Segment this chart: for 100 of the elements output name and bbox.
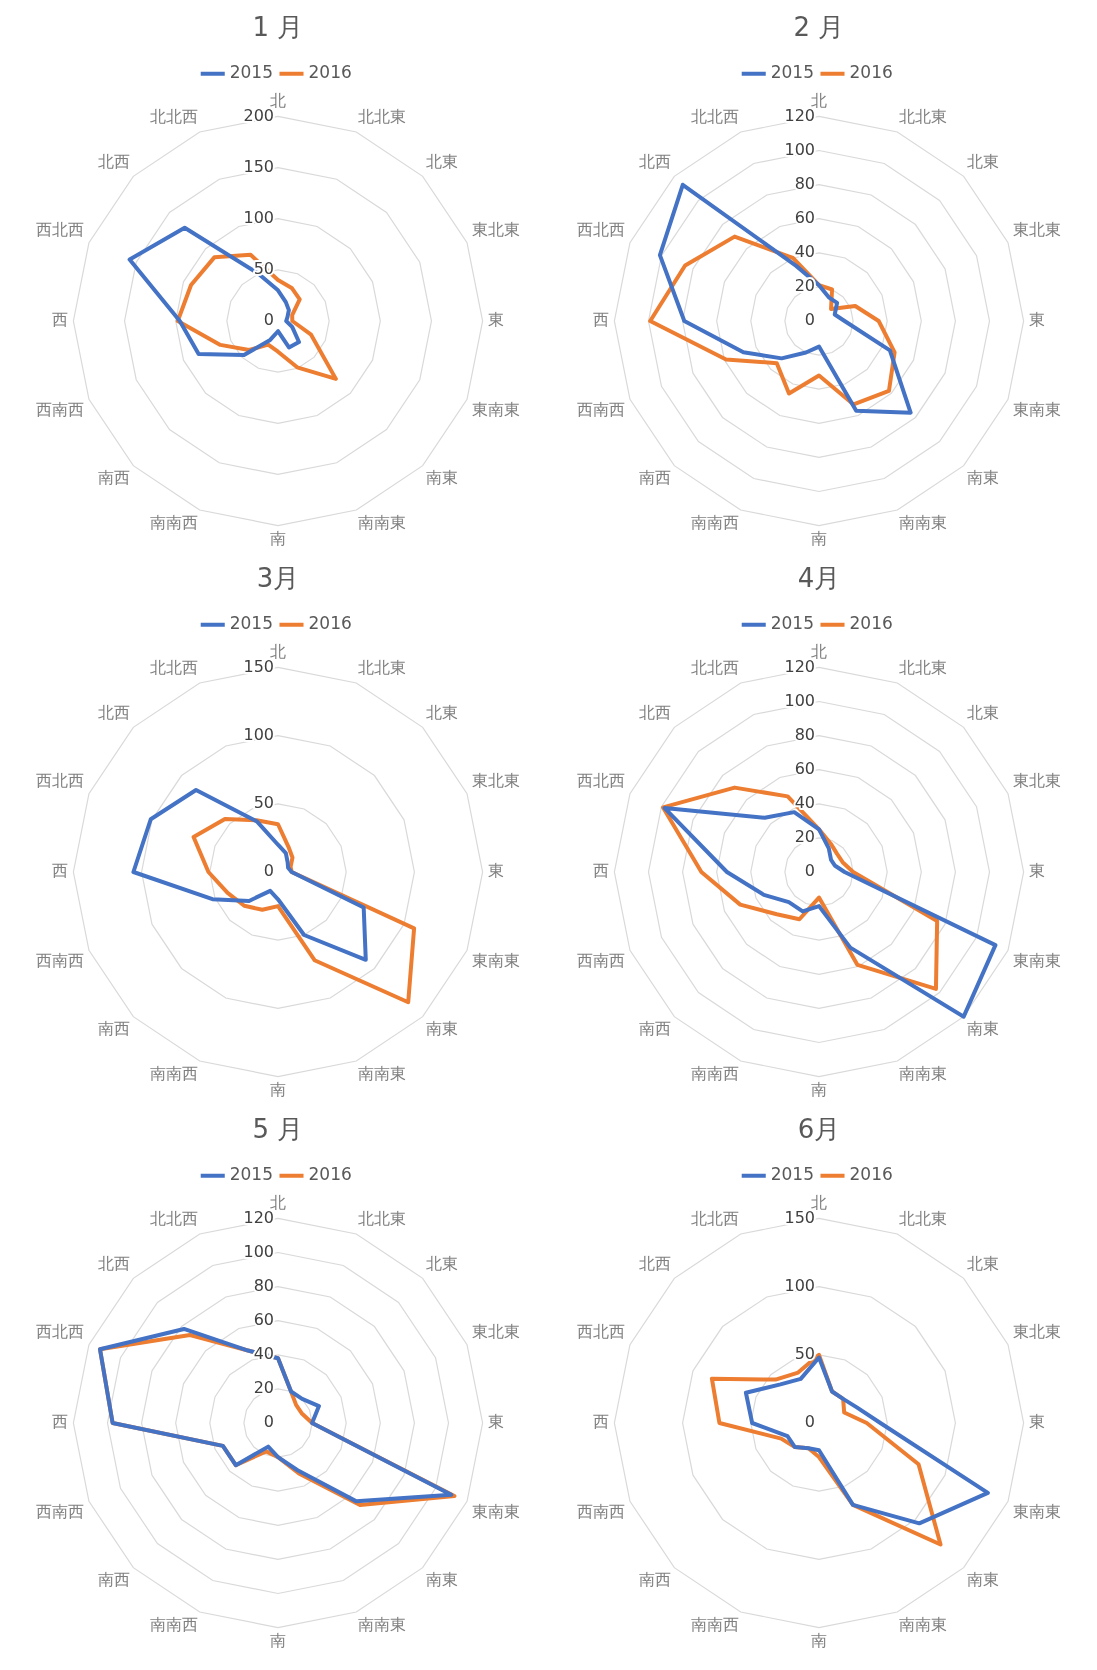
- spoke-label: 東: [487, 861, 504, 881]
- spoke-label: 東北東: [1012, 1322, 1061, 1342]
- spoke-label: 南西: [97, 1018, 130, 1038]
- spoke-label: 東: [487, 310, 504, 330]
- spoke-label: 東南東: [471, 399, 520, 419]
- spoke-label: 西南西: [36, 1501, 85, 1521]
- spoke-label: 南: [811, 529, 827, 549]
- y-tick-label: 100: [243, 207, 274, 227]
- spoke-label: 北東: [967, 703, 1000, 723]
- spoke-label: 南南西: [149, 513, 198, 533]
- y-tick-label: 80: [794, 173, 815, 193]
- spoke-label: 東北東: [471, 220, 520, 240]
- y-tick-label: 0: [263, 861, 274, 881]
- spoke-label: 北北東: [358, 1208, 407, 1228]
- legend-label: 2016: [308, 613, 352, 634]
- spoke-label: 北東: [426, 152, 459, 172]
- y-tick-label: 80: [253, 1275, 274, 1295]
- spoke-label: 北北西: [690, 657, 739, 677]
- y-tick-label: 100: [243, 724, 274, 744]
- spoke-label: 南: [811, 1631, 827, 1651]
- legend-label: 2016: [849, 1164, 893, 1185]
- chart-title: 5 月: [252, 1114, 304, 1145]
- spoke-label: 北北西: [149, 106, 198, 126]
- spoke-label: 南南東: [899, 1615, 948, 1635]
- spoke-label: 南: [270, 529, 286, 549]
- spoke-label: 東南東: [1012, 950, 1061, 970]
- spoke-label: 北東: [967, 152, 1000, 172]
- spoke-label: 南東: [967, 1018, 1000, 1038]
- y-tick-label: 60: [253, 1309, 274, 1329]
- y-tick-label: 100: [243, 1241, 274, 1261]
- spoke-label: 西南西: [36, 399, 85, 419]
- spoke-label: 東南東: [1012, 1501, 1061, 1521]
- y-tick-label: 40: [794, 792, 815, 812]
- spoke-label: 東: [1028, 861, 1045, 881]
- spoke-label: 北北西: [690, 106, 739, 126]
- spoke-label: 南東: [426, 1018, 459, 1038]
- legend-label: 2015: [770, 613, 814, 634]
- spoke-label: 北西: [97, 703, 130, 723]
- spoke-label: 東北東: [471, 1322, 520, 1342]
- spoke-label: 北西: [638, 152, 671, 172]
- spoke-label: 西南西: [577, 950, 626, 970]
- spoke-label: 西: [52, 310, 69, 330]
- spoke-label: 東北東: [1012, 771, 1061, 791]
- y-tick-label: 0: [804, 861, 815, 881]
- spoke-label: 西南西: [577, 399, 626, 419]
- y-tick-label: 100: [784, 1275, 815, 1295]
- spoke-label: 西: [593, 1412, 610, 1432]
- spoke-label: 西北西: [36, 220, 85, 240]
- spoke-label: 南南東: [899, 513, 948, 533]
- spoke-label: 南西: [97, 1569, 130, 1589]
- spoke-label: 北西: [97, 152, 130, 172]
- spoke-label: 南東: [967, 467, 1000, 487]
- spoke-label: 西: [593, 310, 610, 330]
- spoke-label: 南西: [638, 1018, 671, 1038]
- spoke-label: 南東: [426, 1569, 459, 1589]
- y-tick-label: 50: [253, 792, 274, 812]
- legend-label: 2016: [308, 1164, 352, 1185]
- spoke-label: 南東: [426, 467, 459, 487]
- y-tick-label: 40: [253, 1343, 274, 1363]
- spoke-label: 南南東: [899, 1064, 948, 1084]
- y-tick-label: 40: [794, 241, 815, 261]
- y-tick-label: 0: [263, 310, 274, 330]
- spoke-label: 北北西: [149, 657, 198, 677]
- chart-title: 2 月: [793, 12, 845, 43]
- y-tick-label: 0: [804, 310, 815, 330]
- spoke-label: 南南西: [690, 513, 739, 533]
- legend-label: 2015: [229, 1164, 273, 1185]
- y-tick-label: 20: [794, 276, 815, 296]
- spoke-label: 西: [52, 1412, 69, 1432]
- spoke-label: 西北西: [36, 1322, 85, 1342]
- spoke-label: 東北東: [1012, 220, 1061, 240]
- spoke-label: 西: [593, 861, 610, 881]
- spoke-label: 東: [1028, 1412, 1045, 1432]
- y-tick-label: 50: [794, 1343, 815, 1363]
- spoke-label: 東: [1028, 310, 1045, 330]
- spoke-label: 南西: [638, 467, 671, 487]
- spoke-label: 北北西: [149, 1208, 198, 1228]
- spoke-label: 北北東: [899, 657, 948, 677]
- spoke-label: 北北東: [358, 106, 407, 126]
- y-tick-label: 0: [263, 1412, 274, 1432]
- legend-label: 2015: [770, 1164, 814, 1185]
- legend-label: 2016: [308, 62, 352, 83]
- spoke-label: 北北東: [358, 657, 407, 677]
- spoke-label: 西: [52, 861, 69, 881]
- legend-label: 2015: [229, 62, 273, 83]
- legend-label: 2016: [849, 62, 893, 83]
- spoke-label: 西北西: [36, 771, 85, 791]
- spoke-label: 北東: [967, 1254, 1000, 1274]
- spoke-label: 南: [811, 1080, 827, 1100]
- spoke-label: 東: [487, 1412, 504, 1432]
- spoke-label: 北北東: [899, 1208, 948, 1228]
- legend-label: 2016: [849, 613, 893, 634]
- y-tick-label: 100: [784, 139, 815, 159]
- spoke-label: 東北東: [471, 771, 520, 791]
- y-tick-label: 100: [784, 690, 815, 710]
- spoke-label: 北西: [97, 1254, 130, 1274]
- spoke-label: 南南西: [690, 1615, 739, 1635]
- chart-title: 3月: [256, 563, 300, 594]
- spoke-label: 北東: [426, 1254, 459, 1274]
- spoke-label: 南南西: [690, 1064, 739, 1084]
